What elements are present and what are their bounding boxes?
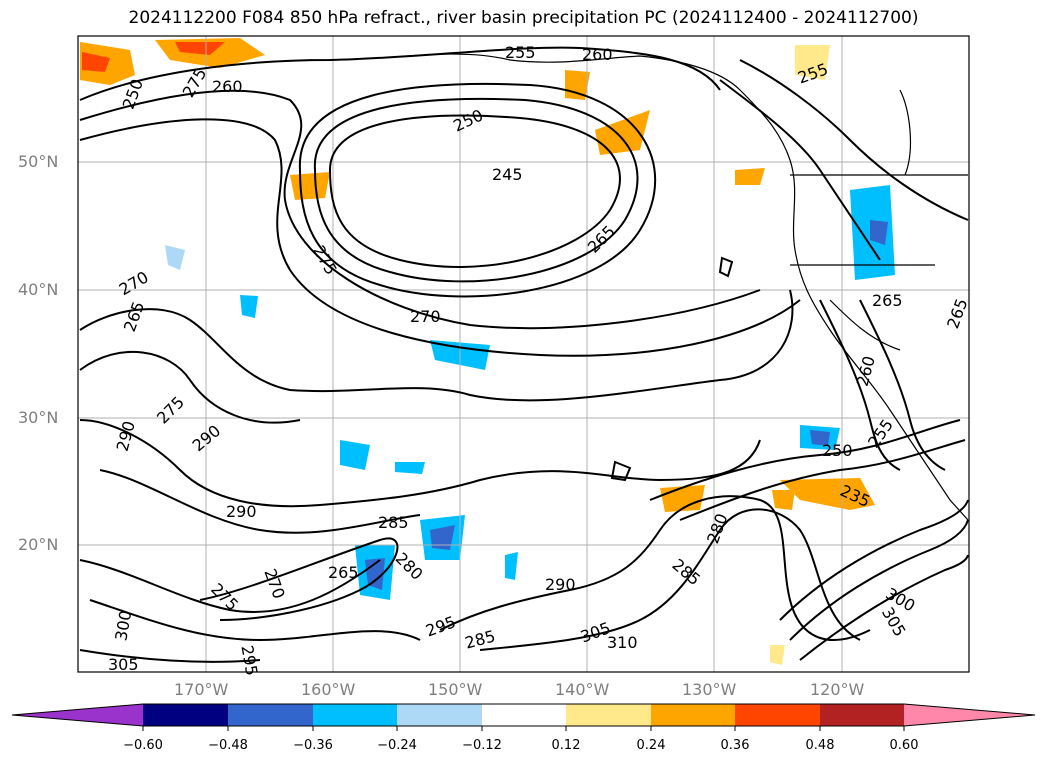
colorbar-tick-label: −0.36 — [293, 738, 333, 753]
precip-strong-positive-area — [175, 42, 225, 55]
map-frame — [77, 35, 970, 673]
precip-weak-positive-area — [795, 45, 830, 80]
colorbar-tick-label: −0.24 — [377, 738, 417, 753]
precip-strong-positive-area — [82, 52, 110, 72]
chart-title: 2024112200 F084 850 hPa refract., river … — [128, 8, 919, 28]
contour-label: 255 — [505, 43, 536, 62]
precip-positive-area — [595, 110, 650, 155]
contour-label: 265 — [872, 291, 903, 310]
lon-label: 130°W — [682, 680, 737, 699]
precip-positive-area — [735, 168, 765, 185]
refractivity-contours — [79, 46, 969, 663]
precip-weak-negative-area — [165, 245, 185, 270]
contour-label: 250 — [822, 441, 853, 460]
colorbar-tick-label: 0.36 — [720, 738, 750, 753]
contour-label: 265 — [328, 563, 359, 582]
contour-label: 245 — [492, 165, 523, 184]
colorbar — [11, 703, 1036, 731]
lat-label: 20°N — [18, 535, 59, 554]
lon-label: 170°W — [174, 680, 229, 699]
precip-positive-area — [565, 70, 590, 100]
lat-label: 40°N — [18, 280, 59, 299]
lon-label: 120°W — [810, 680, 865, 699]
precip-negative-area — [240, 295, 258, 318]
colorbar-tick-label: 0.48 — [805, 738, 835, 753]
precip-weak-positive-area — [770, 645, 785, 665]
precip-negative-area — [505, 552, 518, 580]
precip-positive-area — [772, 490, 795, 510]
precip-negative-area — [395, 462, 425, 474]
colorbar-min-extension — [12, 704, 143, 726]
contour-label: 310 — [607, 633, 638, 652]
colorbar-tick-label: 0.24 — [636, 738, 666, 753]
colorbar-tick-label: −0.60 — [123, 738, 163, 753]
colorbar-tick-label: 0.12 — [551, 738, 581, 753]
contour-label: 290 — [545, 575, 576, 594]
precip-positive-area — [290, 172, 330, 200]
lon-label: 150°W — [428, 680, 483, 699]
coastlines — [379, 53, 969, 521]
lon-label: 160°W — [301, 680, 356, 699]
colorbar-tick-label: 0.60 — [889, 738, 919, 753]
lon-label: 140°W — [555, 680, 610, 699]
lat-label: 50°N — [18, 152, 59, 171]
graticule — [78, 36, 969, 672]
precip-shading — [80, 38, 895, 665]
contour-label: 305 — [108, 655, 139, 674]
precip-positive-area — [780, 478, 875, 510]
precip-strong-negative-area — [365, 558, 385, 590]
contour-label: 270 — [410, 307, 441, 326]
colorbar-tick-label: −0.12 — [462, 738, 502, 753]
precip-negative-area — [340, 440, 370, 470]
contour-label: 290 — [226, 502, 257, 521]
lat-label: 30°N — [18, 408, 59, 427]
contour-label: 285 — [378, 513, 409, 532]
colorbar-max-extension — [904, 704, 1035, 726]
precip-strong-negative-area — [870, 220, 888, 245]
precip-strong-negative-area — [810, 430, 830, 446]
precip-strong-negative-area — [430, 525, 455, 550]
contour-label: 260 — [212, 77, 243, 96]
contour-label: 260 — [582, 45, 613, 64]
colorbar-tick-label: −0.48 — [208, 738, 248, 753]
